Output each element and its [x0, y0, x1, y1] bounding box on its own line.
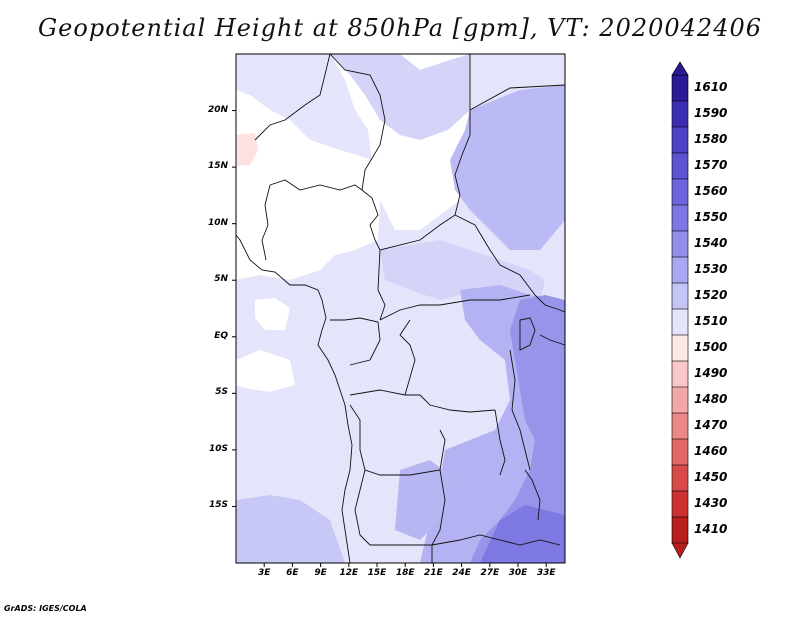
- colorbar-level-label: 1590: [694, 106, 728, 120]
- colorbar-swatch: [671, 464, 689, 492]
- colorbar-swatch: [671, 204, 689, 232]
- lat-tick-label: 20N: [207, 104, 228, 115]
- colorbar-level-label: 1450: [694, 470, 728, 484]
- lon-tick-label: 18E: [395, 568, 415, 578]
- colorbar-swatch: [671, 100, 689, 128]
- border-2: [329, 53, 386, 191]
- border-5: [269, 179, 363, 191]
- lake-east-3: [524, 469, 541, 521]
- colorbar-level-label: 1570: [694, 158, 728, 172]
- border-9: [379, 294, 531, 321]
- colorbar-swatch: [671, 308, 689, 336]
- border-1: [254, 53, 331, 141]
- colorbar-swatch: [671, 334, 689, 362]
- border-4: [361, 189, 386, 321]
- lat-tick-label: 10S: [208, 443, 228, 454]
- colorbar-swatch: [671, 386, 689, 414]
- lon-tick-label: 12E: [339, 568, 359, 578]
- lon-tick-label: 9E: [314, 568, 327, 578]
- lon-tick-label: 30E: [508, 568, 528, 578]
- colorbar-swatch: [671, 178, 689, 206]
- lat-tick-label: 5N: [214, 274, 228, 285]
- colorbar-level-label: 1460: [694, 444, 728, 458]
- colorbar-swatch: [671, 152, 689, 180]
- colorbar-level-label: 1430: [694, 496, 728, 510]
- colorbar-bottom-arrow: [671, 542, 689, 559]
- border-13: [399, 319, 416, 396]
- chart-title: Geopotential Height at 850hPa [gpm], VT:…: [38, 14, 762, 42]
- lon-tick-label: 24E: [452, 568, 471, 578]
- country-borders: [235, 53, 566, 564]
- colorbar-level-label: 1530: [694, 262, 728, 276]
- shade-mid-center-south: [395, 460, 450, 540]
- colorbar-swatch: [671, 230, 689, 258]
- footer-credit: GrADS: IGES/COLA: [4, 604, 87, 613]
- tick-marks: [232, 110, 547, 567]
- border-8: [454, 110, 471, 216]
- border-10: [330, 317, 381, 366]
- colorbar-level-label: 1610: [694, 80, 728, 94]
- colorbar: [671, 61, 689, 559]
- shading-layer: [236, 54, 565, 563]
- colorbar-level-label: 1480: [694, 392, 728, 406]
- shade-pale-north: [330, 54, 470, 140]
- colorbar-swatch: [671, 74, 689, 102]
- shade-white-patch-2: [255, 298, 290, 330]
- colorbar-swatch: [671, 282, 689, 310]
- colorbar-level-label: 1540: [694, 236, 728, 250]
- border-6: [261, 184, 271, 261]
- colorbar-level-label: 1470: [694, 418, 728, 432]
- colorbar-swatch: [671, 490, 689, 518]
- lat-tick-label: 15N: [207, 161, 228, 172]
- border-14: [431, 469, 446, 563]
- colorbar-level-label: 1490: [694, 366, 728, 380]
- lon-tick-label: 33E: [536, 568, 556, 578]
- border-15: [354, 469, 432, 546]
- lake-east-2: [509, 349, 531, 471]
- shade-pale-center: [380, 240, 545, 300]
- shade-mid-sw: [236, 495, 345, 563]
- colorbar-level-label: 1560: [694, 184, 728, 198]
- border-11: [349, 389, 496, 413]
- lat-tick-label: EQ: [214, 330, 228, 341]
- lat-tick-label: 10N: [207, 217, 228, 228]
- colorbar-swatch: [671, 412, 689, 440]
- colorbar-swatch: [671, 360, 689, 388]
- shade-mid-ne: [450, 85, 565, 250]
- coastline-west: [235, 234, 353, 564]
- lon-tick-label: 3E: [257, 568, 271, 578]
- colorbar-swatch: [671, 438, 689, 466]
- lake-east-1: [519, 317, 536, 351]
- border-19: [539, 334, 566, 346]
- colorbar-level-label: 1520: [694, 288, 728, 302]
- shade-deep-east: [470, 295, 565, 563]
- border-12: [349, 404, 446, 476]
- shade-white-patch-1: [236, 350, 295, 392]
- colorbar-level-label: 1580: [694, 132, 728, 146]
- map-frame: [235, 53, 566, 564]
- colorbar-swatch: [671, 256, 689, 284]
- border-3: [469, 54, 566, 111]
- colorbar-swatch: [671, 126, 689, 154]
- colorbar-level-label: 1410: [694, 522, 728, 536]
- border-17: [494, 409, 506, 476]
- lon-tick-label: 27E: [480, 568, 500, 578]
- lon-tick-label: 6E: [286, 568, 299, 578]
- lat-tick-label: 5S: [215, 387, 228, 398]
- lon-tick-label: 21E: [424, 568, 443, 578]
- lon-tick-label: 15E: [367, 568, 387, 578]
- border-7: [379, 214, 536, 296]
- lat-tick-label: 15S: [208, 500, 228, 511]
- colorbar-level-label: 1550: [694, 210, 728, 224]
- shade-pink: [237, 133, 258, 166]
- shade-deeper-se: [480, 505, 565, 563]
- colorbar-top-arrow: [671, 61, 689, 76]
- colorbar-swatch: [671, 516, 689, 544]
- border-18: [534, 294, 566, 313]
- border-16: [431, 534, 561, 546]
- colorbar-level-label: 1510: [694, 314, 728, 328]
- colorbar-level-label: 1500: [694, 340, 728, 354]
